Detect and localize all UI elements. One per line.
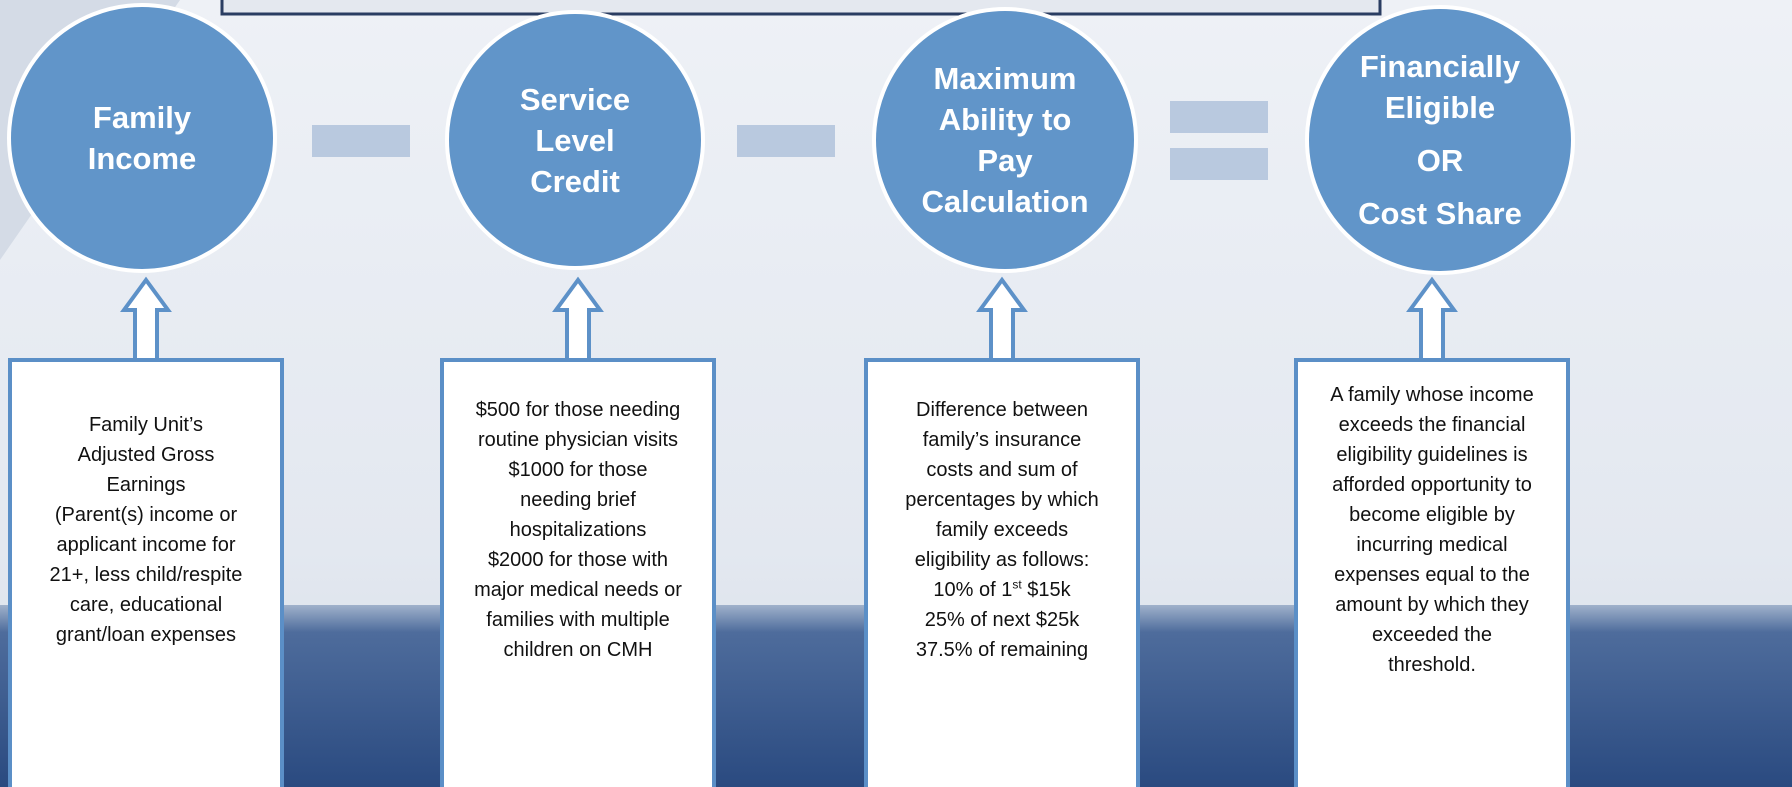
box-line: $2000 for those with — [487, 549, 669, 571]
box-text: Family Unit’s Adjusted Gross Earnings (Pare… — [10, 360, 282, 700]
box-line: Family Unit’s — [88, 414, 204, 436]
box-line: Earnings — [106, 474, 186, 496]
up-arrow — [552, 276, 604, 362]
box-line: routine physician visits — [477, 429, 679, 451]
box-line: amount by which they — [1335, 594, 1529, 616]
info-box — [8, 358, 284, 787]
circle-line: Eligible — [1384, 90, 1496, 125]
line-part: $15k — [1021, 579, 1071, 601]
info-box — [1294, 358, 1570, 787]
circle-line: Level — [535, 122, 615, 158]
box-line: costs and sum of — [926, 459, 1078, 481]
circle-line: Calculation — [921, 184, 1089, 219]
box-line: Adjusted Gross — [77, 444, 215, 466]
box-line: Difference between — [916, 399, 1088, 421]
box-line: needing brief — [520, 489, 636, 511]
step-circle — [872, 7, 1138, 273]
circle-line: Cost Share — [1358, 196, 1522, 231]
box-text: A family whose income exceeds the financi… — [1296, 360, 1568, 700]
line-part: 10% of 1 — [933, 579, 1013, 601]
box-line: family’s insurance — [922, 429, 1082, 451]
box-line: 25% of next $25k — [924, 609, 1080, 631]
box-line: children on CMH — [503, 639, 653, 661]
circle-line: Income — [87, 141, 197, 176]
circle-line: Pay — [977, 143, 1033, 178]
box-line: 10% of 1st $15k — [933, 575, 1070, 605]
circle-line: OR — [1416, 143, 1464, 178]
line-part: st — [1012, 577, 1022, 592]
box-line: $1000 for those — [508, 459, 648, 481]
box-text: $500 for those needing routine physician … — [442, 360, 714, 700]
box-line: threshold. — [1388, 654, 1476, 676]
box-line: applicant income for — [56, 534, 236, 556]
circle-line: Service — [519, 81, 631, 117]
equals-bar — [1170, 101, 1268, 133]
up-arrow — [976, 276, 1028, 362]
box-line: eligibility as follows: — [914, 549, 1090, 571]
box-line: major medical needs or — [474, 579, 682, 601]
circle-label: Maximum Ability to Pay Calculation — [874, 9, 1136, 271]
info-box — [864, 358, 1140, 787]
operators — [312, 101, 1268, 180]
box-line: exceeds the financial — [1338, 414, 1526, 436]
box-line: expenses equal to the — [1334, 564, 1530, 586]
minus-sign — [737, 125, 835, 157]
info-box — [440, 358, 716, 787]
up-arrow — [1406, 276, 1458, 362]
circle-line: Ability to — [938, 102, 1072, 137]
box-line: care, educational — [69, 594, 223, 616]
box-line: family exceeds — [935, 519, 1069, 541]
box-line: 21+, less child/respite — [49, 564, 243, 586]
box-line: A family whose income — [1330, 384, 1534, 406]
box-line: incurring medical — [1356, 534, 1508, 556]
up-arrow — [120, 276, 172, 362]
equals-bar — [1170, 148, 1268, 180]
box-text: Difference between family’s insurance cost… — [866, 360, 1138, 700]
box-line: become eligible by — [1349, 504, 1515, 526]
step-circle — [7, 3, 277, 273]
box-line: eligibility guidelines is — [1336, 444, 1528, 466]
step-circle — [1305, 5, 1575, 275]
box-line: (Parent(s) income or — [54, 504, 238, 526]
box-line: families with multiple — [486, 609, 670, 631]
circle-line: Financially — [1359, 49, 1521, 84]
circle-label: Financially Eligible OR Cost Share — [1307, 7, 1573, 273]
top-bar — [220, 0, 1382, 16]
box-line: afforded opportunity to — [1332, 474, 1532, 496]
circle-line: Maximum — [933, 61, 1077, 96]
circle-line: Family — [92, 100, 192, 135]
box-line: grant/loan expenses — [55, 624, 237, 646]
step-circle — [445, 10, 705, 270]
box-line: percentages by which — [905, 489, 1099, 511]
box-line: $500 for those needing — [475, 399, 681, 421]
circle-label: Service Level Credit — [447, 12, 703, 268]
circle-line: Credit — [530, 163, 620, 199]
box-line: exceeded the — [1371, 624, 1493, 646]
circle-label: Family Income — [9, 5, 275, 271]
minus-sign — [312, 125, 410, 157]
box-line: hospitalizations — [509, 519, 647, 541]
box-line: 37.5% of remaining — [915, 639, 1089, 661]
